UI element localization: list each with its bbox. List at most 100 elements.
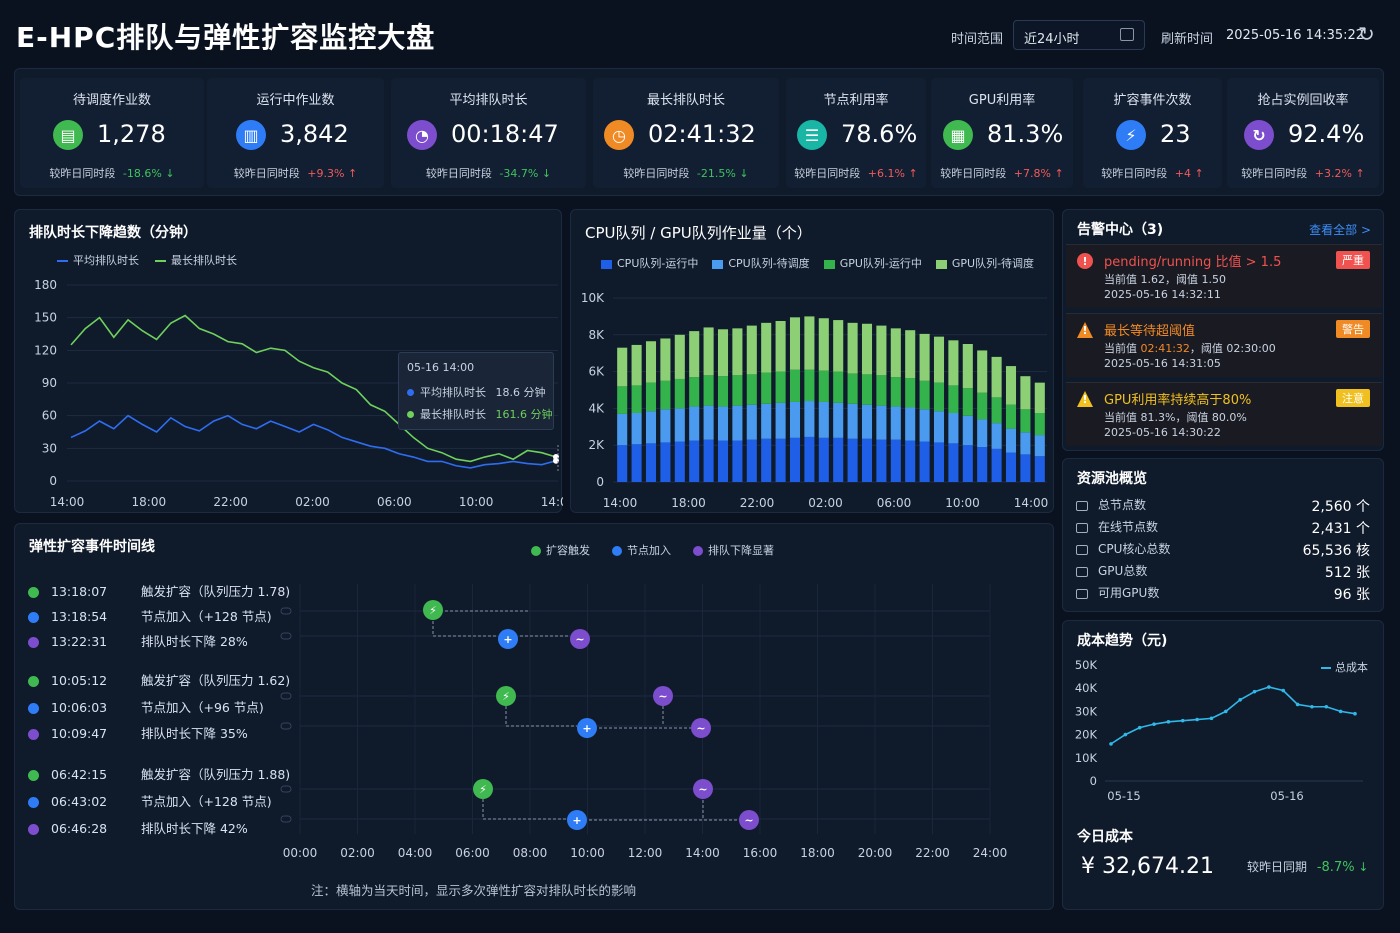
- kpi-label: 扩容事件次数: [1113, 93, 1192, 108]
- resource-panel: 资源池概览: [1062, 458, 1384, 612]
- y-tick-label: 10K: [1075, 751, 1098, 765]
- event-text: 排队时长下降 35%: [141, 726, 248, 741]
- y-tick-label: 90: [42, 376, 57, 390]
- cost-point: [1224, 709, 1228, 714]
- event-connector: [482, 799, 567, 820]
- time-range-select[interactable]: 近24小时: [1013, 20, 1145, 50]
- recycle-icon: ↻: [1244, 120, 1274, 150]
- cost-point: [1209, 716, 1214, 721]
- resource-label: CPU核心总数: [1098, 542, 1171, 556]
- join-node: [577, 718, 597, 738]
- event-time: 06:46:28: [51, 821, 108, 836]
- bar-segment: [1005, 428, 1017, 453]
- timeline-event[interactable]: 10:05:12 触发扩容（队列压力 1.62): [28, 670, 290, 689]
- trigger-node: [496, 686, 516, 706]
- bar-segment: [689, 440, 700, 482]
- event-text: 触发扩容（队列压力 1.88): [141, 767, 291, 782]
- drop-node-glyph: ~: [575, 633, 584, 646]
- alert-item[interactable]: ! 最长等待超阈值 当前值 02:41:32，阈值 02:30:00 2025-…: [1066, 313, 1382, 377]
- timeline-event[interactable]: 06:43:02 节点加入（+128 节点): [28, 791, 272, 810]
- cost-point: [1137, 725, 1142, 730]
- y-tick-label: 0: [49, 474, 57, 488]
- event-dot: [28, 676, 39, 687]
- timeline-x-tick: 20:00: [858, 846, 893, 860]
- timeline-event[interactable]: 13:18:07 触发扩容（队列压力 1.78): [28, 581, 290, 600]
- x-tick-label: 14:00: [1014, 496, 1049, 510]
- pie-chart-icon: ◔: [407, 120, 437, 150]
- y-tick-label: 60: [42, 409, 57, 423]
- event-dot: [28, 637, 39, 648]
- resource-label: 可用GPU数: [1098, 586, 1160, 600]
- view-all-link[interactable]: 查看全部 >: [1309, 223, 1371, 237]
- queue-chart-panel: 排队时长下降趋数（分钟） 平均排队时长 最长排队时长 0 30 60 90 120 150…: [14, 209, 563, 513]
- bar-segment: [804, 316, 815, 370]
- timeline-event[interactable]: 06:46:28 排队时长下降 42%: [28, 818, 248, 837]
- bar-segment: [991, 448, 1002, 482]
- bar-segment: [761, 403, 772, 439]
- bar-segment: [876, 405, 887, 440]
- bar-segment: [847, 322, 858, 374]
- bar-segment: [861, 404, 873, 439]
- resource-label: 总节点数: [1098, 498, 1147, 512]
- timeline-event[interactable]: 10:09:47 排队时长下降 35%: [28, 723, 248, 742]
- kpi-label: 平均排队时长: [449, 93, 528, 108]
- cost-point: [1109, 742, 1113, 746]
- cost-point: [1166, 720, 1171, 724]
- alert-item[interactable]: ! GPU利用率持续高于80% 当前值 81.3%，阈值 80.0% 2025-…: [1066, 382, 1382, 446]
- timeline-legend: 扩容触发 节点加入 排队下降显著: [531, 542, 774, 558]
- timeline-event[interactable]: 10:06:03 节点加入（+96 节点): [28, 697, 264, 716]
- x-tick-label: 02:00: [295, 495, 330, 509]
- timeline-event[interactable]: 06:42:15 触发扩容（队列压力 1.88): [28, 764, 290, 783]
- bar-segment: [717, 406, 729, 441]
- cost-point: [1338, 709, 1343, 714]
- tooltip-max: 最长排队时长 161.6 分钟: [407, 406, 553, 422]
- cost-point: [1195, 717, 1199, 722]
- server-icon: ☰: [797, 120, 827, 150]
- x-tick-label: 22:00: [213, 495, 248, 509]
- kpi-value: 81.3%: [987, 120, 1064, 148]
- resource-row: CPU核心总数 65,536 核: [1076, 540, 1370, 559]
- bar-segment: [732, 328, 743, 376]
- timeline-x-tick: 08:00: [513, 846, 548, 860]
- refresh-label: 刷新时间: [1161, 32, 1214, 47]
- join-node-glyph: +: [572, 814, 581, 827]
- timeline-event[interactable]: 13:22:31 排队时长下降 28%: [28, 631, 248, 650]
- event-dot: [28, 824, 39, 835]
- bar-segment: [789, 401, 801, 438]
- alert-item[interactable]: ! pending/running 比值 > 1.5 当前值 1.62，阈值 1…: [1066, 244, 1382, 308]
- today-cost-value: ¥ 32,674.21: [1081, 854, 1214, 879]
- timeline-event[interactable]: 13:18:54 节点加入（+128 节点): [28, 606, 272, 625]
- bar-segment: [948, 340, 959, 386]
- row-marker: [280, 722, 292, 730]
- bar-segment: [674, 441, 685, 482]
- queue-tooltip: 05-16 14:00 平均排队时长 18.6 分钟 最长排队时长 161.6 …: [398, 352, 554, 430]
- bar-segment: [789, 369, 801, 402]
- bar-segment: [876, 439, 887, 482]
- calendar-icon[interactable]: [1120, 28, 1134, 41]
- bar-segment: [818, 437, 829, 482]
- resource-title: 资源池概览: [1077, 471, 1147, 487]
- bar-segment: [890, 328, 901, 378]
- bar-segment: [876, 375, 887, 406]
- bar-segment: [833, 402, 844, 438]
- kpi-card: 运行中作业数 ▥ 3,842 较昨日同时段 +9.3% ↑: [207, 78, 384, 188]
- bar-segment: [1034, 456, 1045, 482]
- bar-segment: [761, 322, 772, 373]
- cost-point: [1238, 698, 1242, 702]
- kpi-compare: 较昨日同时段 +6.1% ↑: [794, 167, 918, 180]
- bar-segment: [818, 318, 829, 371]
- bar-segment: [948, 413, 959, 444]
- bar-segment: [617, 386, 628, 414]
- gpu-icon: ▦: [943, 120, 973, 150]
- event-text: 排队时长下降 28%: [141, 634, 248, 649]
- y-tick-label: 150: [34, 311, 57, 325]
- cost-chart-plot: 0 10K 20K 30K 40K 50K 05-15 05-16: [1075, 658, 1363, 801]
- kpi-compare: 较昨日同时段 +9.3% ↑: [233, 167, 358, 180]
- event-connector: [432, 611, 497, 637]
- resource-value: 2,431 个: [1311, 521, 1370, 537]
- x-tick-label: 14:00: [50, 495, 85, 509]
- refresh-icon[interactable]: ↻: [1358, 22, 1375, 46]
- bar-segment: [645, 341, 657, 383]
- cost-point: [1152, 722, 1156, 726]
- event-dot: [28, 703, 39, 714]
